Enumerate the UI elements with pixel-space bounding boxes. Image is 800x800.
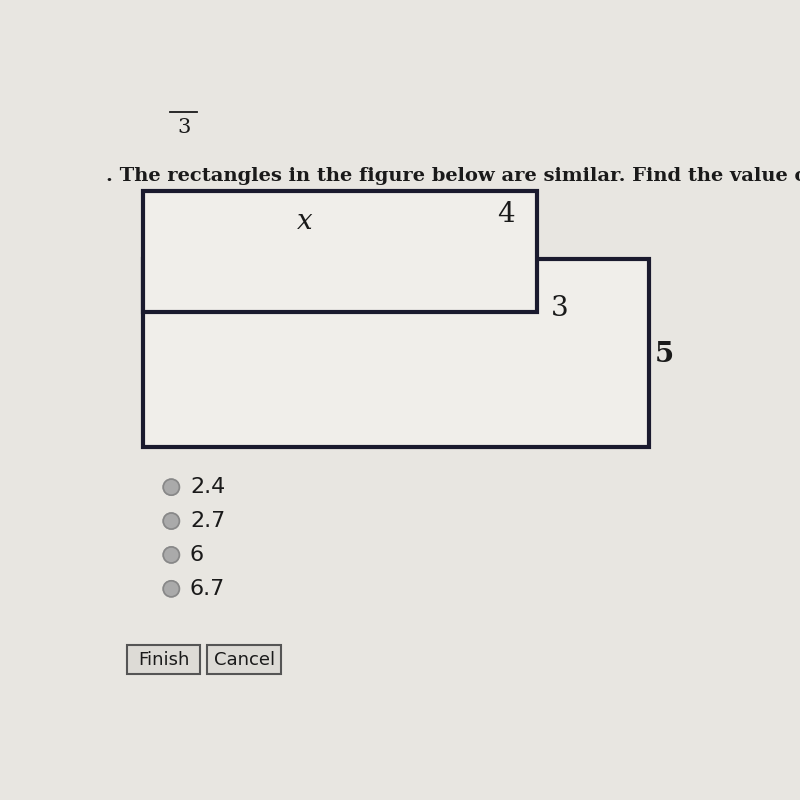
Circle shape [163, 581, 179, 597]
Text: . The rectangles in the figure below are similar. Find the value of x.  (1: . The rectangles in the figure below are… [106, 167, 800, 185]
Text: 2.4: 2.4 [190, 477, 225, 497]
Bar [143, 259, 649, 447]
Text: 6: 6 [190, 545, 204, 565]
Text: 3: 3 [551, 295, 569, 322]
Circle shape [163, 513, 179, 529]
FancyBboxPatch shape [207, 646, 281, 674]
Bar [143, 191, 537, 311]
Text: 5: 5 [655, 342, 674, 368]
Text: x: x [297, 208, 313, 234]
Circle shape [163, 479, 179, 495]
FancyBboxPatch shape [126, 646, 201, 674]
Text: 2.7: 2.7 [190, 511, 225, 531]
Text: 6.7: 6.7 [190, 579, 225, 598]
Circle shape [163, 547, 179, 563]
Text: Cancel: Cancel [214, 650, 274, 669]
Text: 4: 4 [498, 202, 515, 229]
Text: 3: 3 [177, 118, 190, 137]
Text: Finish: Finish [138, 650, 190, 669]
